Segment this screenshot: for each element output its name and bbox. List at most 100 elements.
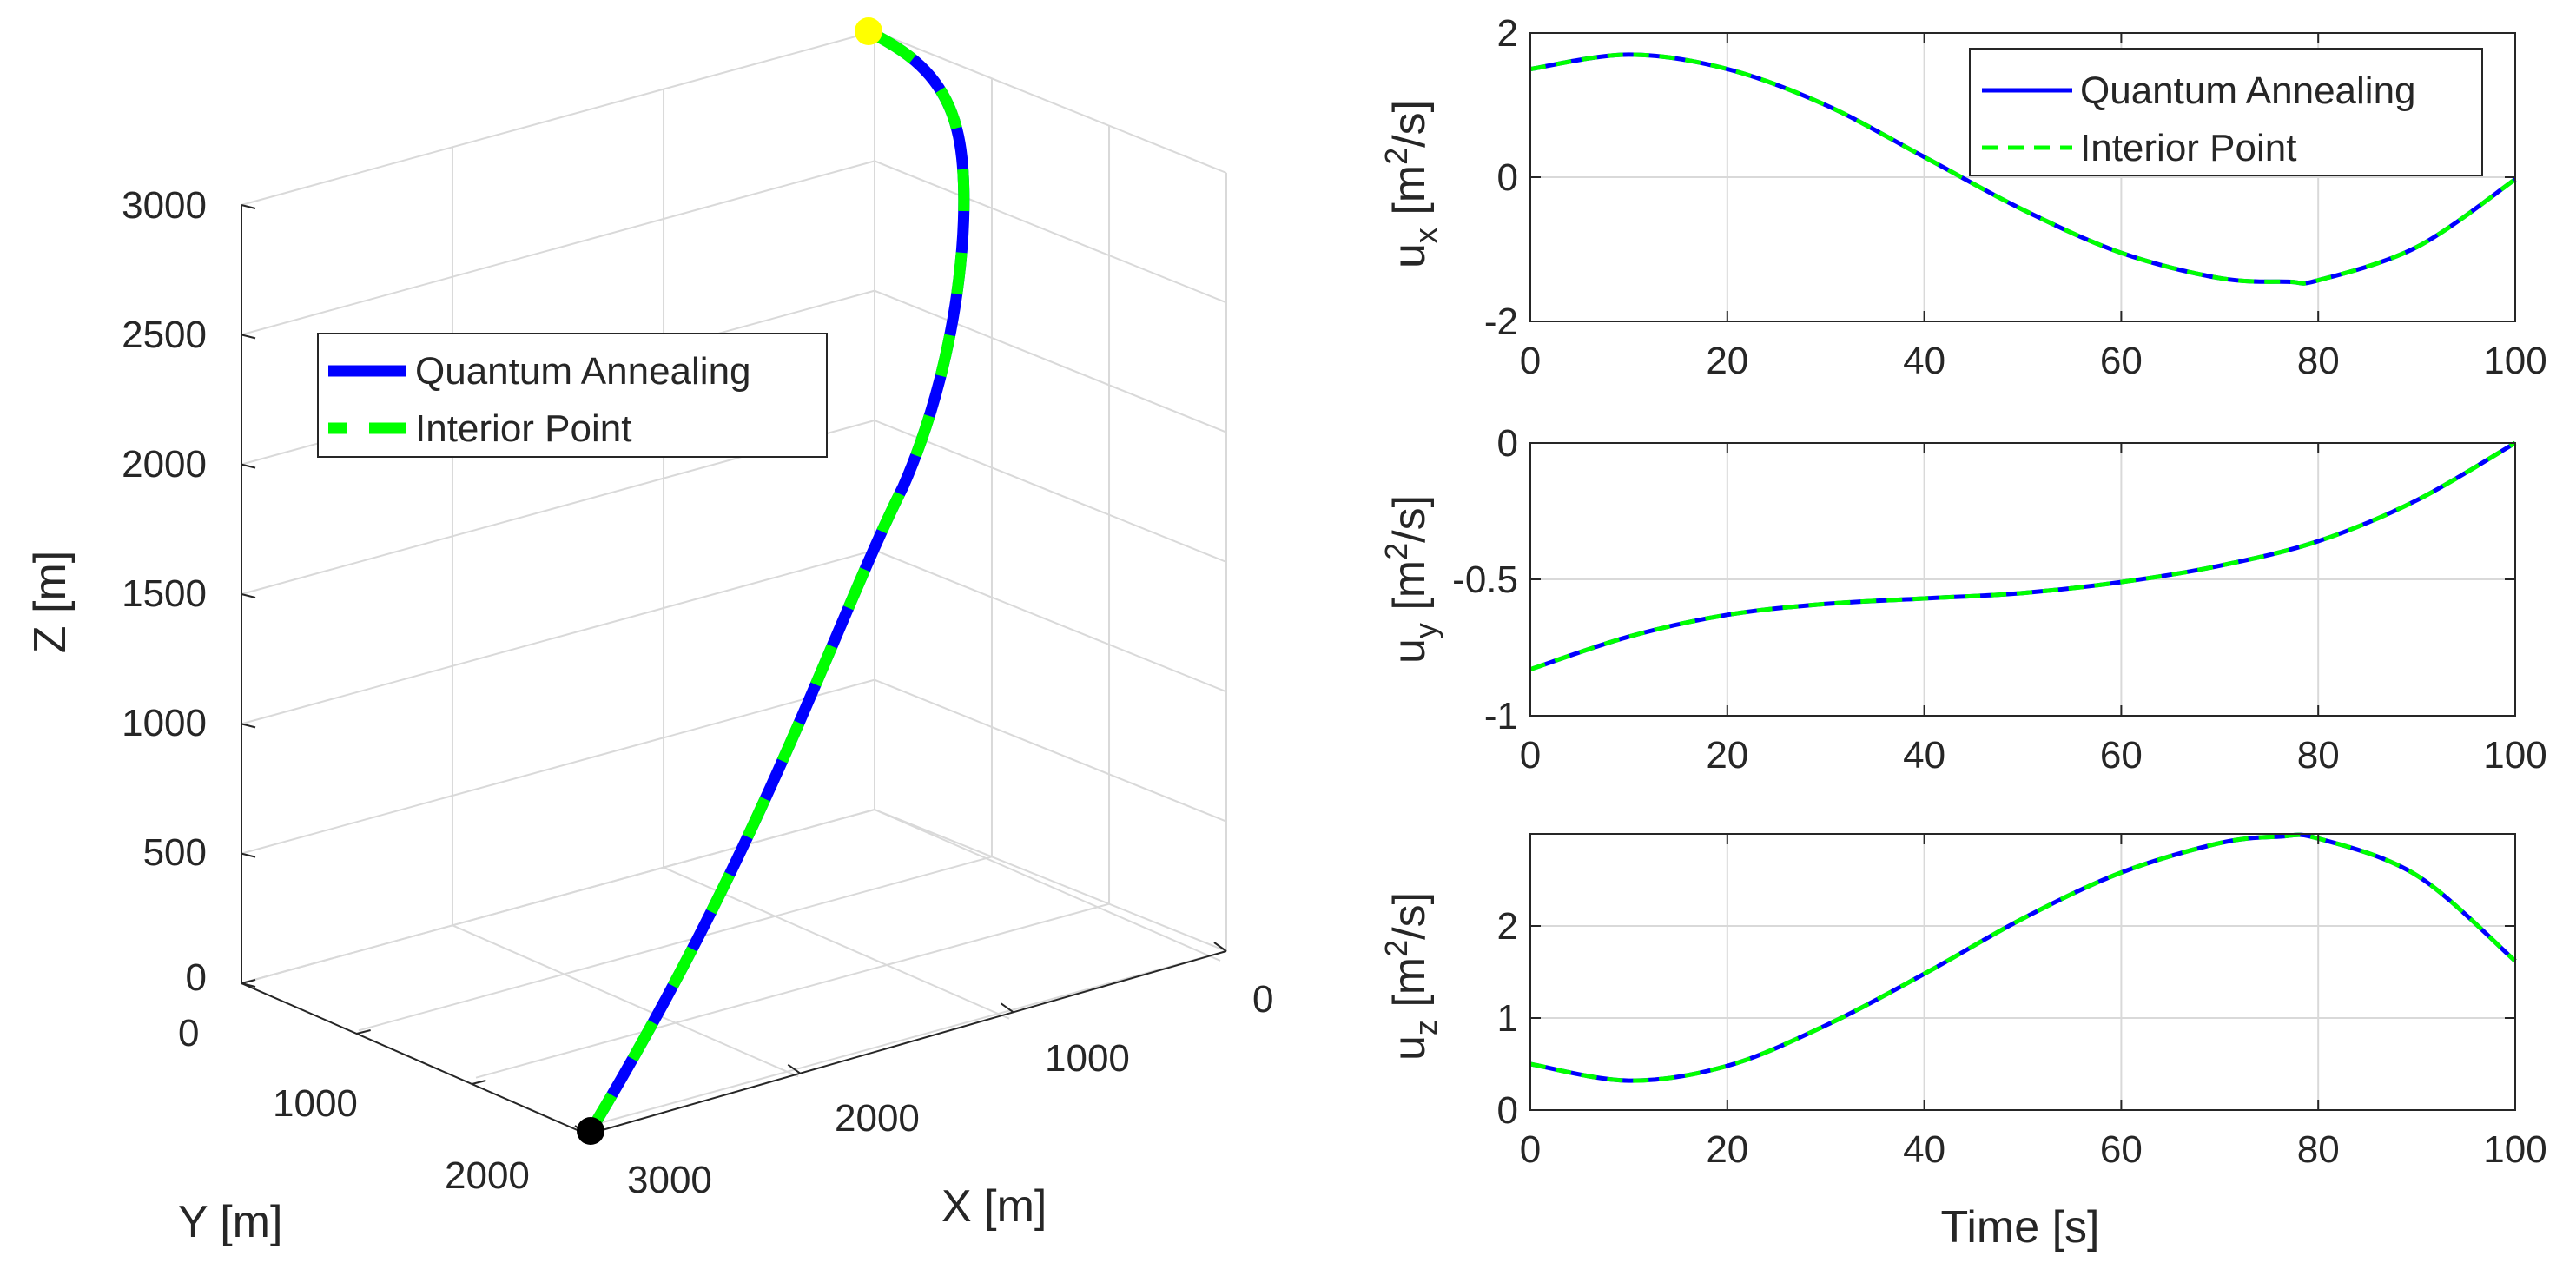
z-tick-label: 3000 <box>122 184 207 227</box>
z-tick-label: 0 <box>186 956 207 999</box>
x-axis-line <box>586 950 1227 1135</box>
interior-point-line <box>1529 52 2517 286</box>
x-tick-label: 0 <box>1252 978 1273 1021</box>
uy-axis-label: uy [m2/s] <box>1378 495 1443 664</box>
x-tick-label: 20 <box>1706 734 1748 777</box>
x-tick <box>1213 942 1227 952</box>
legend-label-quantum: Quantum Annealing <box>2080 69 2416 112</box>
z-tick <box>241 463 256 469</box>
trajectory-3d-plot: 0 500 1000 1500 2000 2500 3000 0 1000 20… <box>25 17 1273 1247</box>
x-tick-label: 100 <box>2483 734 2546 777</box>
uz-axis-label-unit: [m <box>1384 957 1435 1020</box>
grid-line <box>241 678 875 855</box>
ux-axis-label-main: u <box>1384 243 1435 268</box>
uy-axis-label-tail: /s] <box>1384 495 1435 543</box>
x-tick-label: 40 <box>1903 340 1945 382</box>
x-tick-label: 60 <box>2100 1128 2143 1171</box>
z-tick <box>241 982 256 988</box>
axes-3d <box>241 204 1227 1135</box>
y-axis-line <box>241 982 588 1135</box>
legend-box <box>317 333 828 458</box>
y-axis-label: Y [m] <box>178 1197 282 1247</box>
quantum-annealing-line <box>1529 832 2517 1083</box>
x-tick <box>1001 1002 1014 1014</box>
legend-3d: Quantum Annealing Interior Point <box>317 333 828 458</box>
interior-point-line <box>1529 832 2517 1083</box>
x-tick-label: 2000 <box>835 1097 920 1140</box>
x-tick-label: 0 <box>1520 340 1541 382</box>
uz-axis-label-sub: z <box>1408 1020 1443 1035</box>
y-tick-label: -0.5 <box>1452 559 1518 601</box>
grid-line <box>874 678 1227 823</box>
legend-label-quantum: Quantum Annealing <box>415 350 751 393</box>
ux-axis-label-sup: 2 <box>1378 148 1414 165</box>
x-tick-label: 0 <box>1520 734 1541 777</box>
y-tick <box>472 1080 486 1085</box>
uy-axis-label-main: u <box>1384 638 1435 664</box>
legend-ux: Quantum Annealing Interior Point <box>1969 48 2483 176</box>
y-tick-label: -2 <box>1484 301 1518 343</box>
grid-line <box>874 160 1227 304</box>
x-tick-label: 1000 <box>1045 1037 1130 1080</box>
y-tick-label: -1 <box>1484 695 1518 737</box>
x-tick-label: 40 <box>1903 734 1945 777</box>
uy-axis-label-sub: y <box>1408 623 1443 638</box>
z-tick <box>241 204 256 209</box>
z-tick <box>241 852 256 858</box>
grid-line <box>241 549 875 725</box>
y-tick <box>241 979 256 984</box>
grid-line <box>874 549 1227 693</box>
y-tick <box>356 1029 371 1035</box>
y-tick-label: 0 <box>1497 156 1518 199</box>
start-point-marker <box>577 1117 604 1145</box>
grid-line <box>475 902 1110 1079</box>
x-tick-label: 100 <box>2483 340 2546 382</box>
quantum-annealing-line <box>1529 440 2517 671</box>
x-tick-labels: 0 1000 2000 3000 <box>627 978 1273 1201</box>
x-tick-label: 40 <box>1903 1128 1945 1171</box>
y-tick-label: 2000 <box>445 1154 530 1197</box>
z-tick <box>241 723 256 729</box>
z-tick <box>241 593 256 598</box>
legend-label-interior: Interior Point <box>2080 127 2296 169</box>
grid-line <box>452 924 799 1078</box>
grid-line <box>241 30 875 206</box>
z-tick-label: 2000 <box>122 443 207 486</box>
ux-axis-label: ux [m2/s] <box>1378 100 1443 268</box>
uz-plot: 0 20 40 60 80 100 0 1 2 <box>1497 832 2547 1171</box>
x-tick-label: 80 <box>2297 340 2340 382</box>
grid-line <box>592 950 1227 1126</box>
grid-3d <box>241 30 1227 1135</box>
x-tick-label: 20 <box>1706 1128 1748 1171</box>
grid-line <box>241 160 875 336</box>
z-tick <box>241 334 256 340</box>
grid-line <box>241 809 875 984</box>
uy-axis-label-sup: 2 <box>1378 543 1414 560</box>
uy-axis-label-unit: [m <box>1384 560 1435 623</box>
x-tick-label: 20 <box>1706 340 1748 382</box>
y-tick-label: 0 <box>178 1012 199 1055</box>
x-tick-label: 80 <box>2297 734 2340 777</box>
x-axis-label: X [m] <box>941 1181 1047 1232</box>
y-tick-label: 2 <box>1497 12 1518 55</box>
uz-axis-label-sup: 2 <box>1378 940 1414 957</box>
x-tick-label: 3000 <box>627 1159 712 1201</box>
y-tick-label: 1 <box>1497 997 1518 1040</box>
time-axis-label: Time [s] <box>1941 1202 2100 1253</box>
y-tick-labels: 0 1000 2000 <box>178 1012 530 1197</box>
z-tick-labels: 0 500 1000 1500 2000 2500 3000 <box>122 184 207 999</box>
legend-box <box>1969 48 2483 176</box>
grid-line <box>358 856 993 1032</box>
grid-line <box>874 809 1227 952</box>
grid-line <box>874 809 1221 962</box>
z-tick-label: 500 <box>143 831 207 874</box>
grid-line <box>874 289 1227 433</box>
legend-label-interior: Interior Point <box>415 407 631 450</box>
z-tick-label: 1500 <box>122 572 207 615</box>
x-tick-label: 100 <box>2483 1128 2546 1171</box>
end-point-marker <box>855 17 882 45</box>
x-tick-label: 80 <box>2297 1128 2340 1171</box>
z-tick-label: 2500 <box>122 314 207 356</box>
x-tick <box>787 1063 801 1074</box>
